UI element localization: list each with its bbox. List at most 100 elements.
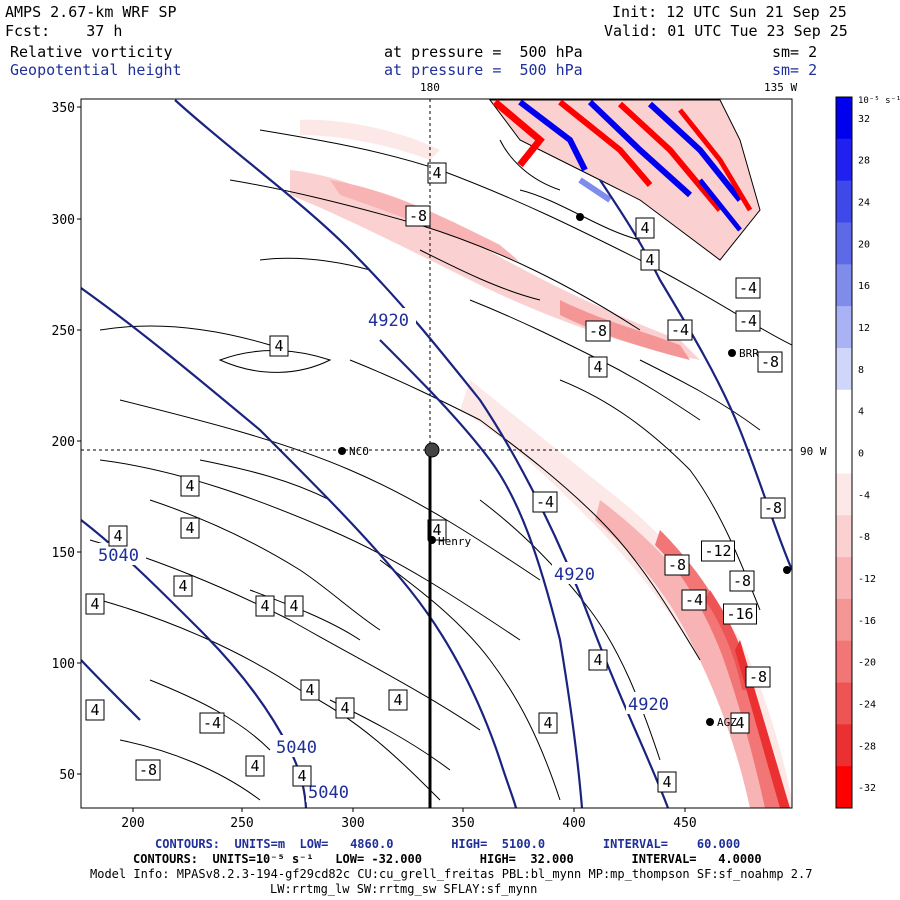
vorticity-label-box (199, 712, 225, 734)
vorticity-label-box (255, 595, 275, 617)
vorticity-contour-label: 4 (178, 577, 187, 595)
footer-vorticity-contours: CONTOURS: UNITS=10⁻⁵ s⁻¹ LOW= -32.000 HI… (133, 852, 762, 866)
vorticity-contour-label: 4 (260, 597, 269, 615)
field2-smoothing: sm= 2 (772, 61, 818, 79)
colorbar-swatch (836, 138, 852, 182)
vorticity-label-box (173, 575, 193, 597)
vorticity-contour-label: 4 (543, 714, 552, 732)
x-tick-label: 350 (451, 816, 474, 831)
vorticity-contour-label: 4 (640, 219, 649, 237)
footer-physics-info: LW:rrtmg_lw SW:rrtmg_sw SFLAY:sf_mynn (270, 882, 538, 896)
vorticity-contour-label: -4 (671, 321, 689, 339)
colorbar-frame (835, 96, 853, 809)
pole-marker (424, 442, 440, 458)
vorticity-label-box (588, 356, 608, 378)
height-contour-label: 4920 (368, 311, 409, 331)
vorticity-contour-label: 4 (593, 358, 602, 376)
vorticity-contours (89, 129, 792, 801)
vorticity-contour-label: -4 (203, 714, 221, 732)
vorticity-label-box (723, 603, 757, 625)
y-tick-label: 100 (52, 657, 75, 672)
colorbar-swatch (836, 431, 852, 474)
vorticity-contour-label: -8 (749, 668, 767, 686)
colorbar-label: -20 (858, 658, 876, 669)
terrain-vorticity-cluster (489, 99, 761, 261)
colorbar-label: 4 (858, 407, 864, 418)
vorticity-label-box (701, 540, 735, 562)
colorbar-label: -32 (858, 783, 876, 794)
colorbar-label: 16 (858, 281, 870, 292)
colorbar-label: -28 (858, 741, 876, 752)
vorticity-label-box (588, 649, 608, 671)
station-dot (338, 447, 346, 455)
colorbar-swatch (836, 306, 852, 349)
plot-area: 4920 4920 4920 5040 5040 5040 4 -8 4 4 -4 -4 -… (81, 99, 792, 808)
vorticity-contour-label: -8 (589, 322, 607, 340)
vorticity-label-box (760, 497, 786, 519)
colorbar-label: 0 (858, 449, 864, 460)
field2-name: Geopotential height (10, 61, 182, 79)
vorticity-contour-label: -4 (739, 312, 757, 330)
vorticity-label-box (745, 666, 771, 688)
vorticity-contour-label: -8 (761, 353, 779, 371)
vorticity-contour-label: 4 (432, 521, 441, 539)
vorticity-label-box (635, 217, 655, 239)
colorbar-swatch (836, 264, 852, 307)
colorbar-label: -16 (858, 616, 876, 627)
vorticity-label-box (335, 697, 355, 719)
colorbar-swatch (836, 724, 852, 767)
vorticity-label-box (729, 570, 755, 592)
vorticity-contour-label: -8 (139, 761, 157, 779)
y-axis-ticks: 350 300 250 200 150 100 50 (52, 101, 81, 783)
colorbar-swatch (836, 598, 852, 642)
colorbar-unit: 10⁻⁵ s⁻¹ (858, 96, 900, 106)
colorbar-swatch (836, 515, 852, 558)
vorticity-label-box (180, 517, 200, 539)
footer-model-info: Model Info: MPASv8.2.3-194-gf29cd82c CU:… (90, 867, 813, 881)
field2-level: at pressure = 500 hPa (384, 61, 583, 79)
colorbar-label: 28 (858, 156, 870, 167)
model-title: AMPS 2.67-km WRF SP (5, 3, 177, 21)
vorticity-label-box (427, 519, 447, 541)
vorticity-contour-label: 4 (662, 773, 671, 791)
x-tick-label: 400 (562, 816, 585, 831)
vorticity-contour-label: 4 (113, 527, 122, 545)
vorticity-contour-label: 4 (289, 597, 298, 615)
vorticity-contour-label: -4 (536, 493, 554, 511)
vorticity-contour-label: -12 (704, 542, 731, 560)
y-tick-label: 350 (52, 101, 75, 116)
vorticity-contour-label: 4 (305, 681, 314, 699)
colorbar-swatch (836, 222, 852, 265)
colorbar: 32 28 24 20 16 12 8 4 0 -4 -8 -12 -16 -20 -24 -28 -32 (835, 96, 876, 809)
field1-level: at pressure = 500 hPa (384, 43, 583, 61)
height-contour-label: 4920 (628, 695, 669, 715)
height-contour-label: 4920 (554, 565, 595, 585)
vorticity-label-box (532, 491, 558, 513)
footer-height-contours: CONTOURS: UNITS=m LOW= 4860.0 HIGH= 5100… (155, 837, 741, 851)
vorticity-contour-label: 4 (185, 477, 194, 495)
colorbar-swatch (836, 347, 852, 391)
vorticity-label-box (85, 593, 105, 615)
vorticity-contour-label: 4 (185, 519, 194, 537)
forecast-hour: Fcst: 37 h (5, 22, 123, 40)
vorticity-contour-label: 4 (735, 714, 744, 732)
station-dot (706, 718, 714, 726)
colorbar-label: -4 (858, 490, 870, 501)
vorticity-label-box (284, 595, 304, 617)
vorticity-label-box (135, 759, 161, 781)
vorticity-contour-label: 4 (593, 651, 602, 669)
vorticity-contour-label: 4 (297, 767, 306, 785)
x-tick-label: 300 (341, 816, 364, 831)
colorbar-swatch (836, 473, 852, 516)
colorbar-swatch (836, 766, 852, 809)
lon-label-90w: 90 W (800, 445, 827, 458)
vorticity-label-box (681, 589, 707, 611)
vorticity-contour-label: -8 (733, 572, 751, 590)
vorticity-shade-top (300, 119, 440, 160)
y-tick-label: 150 (52, 546, 75, 561)
vorticity-label-box (300, 679, 320, 701)
vorticity-contour-label: 4 (250, 757, 259, 775)
colorbar-swatch (836, 640, 852, 684)
